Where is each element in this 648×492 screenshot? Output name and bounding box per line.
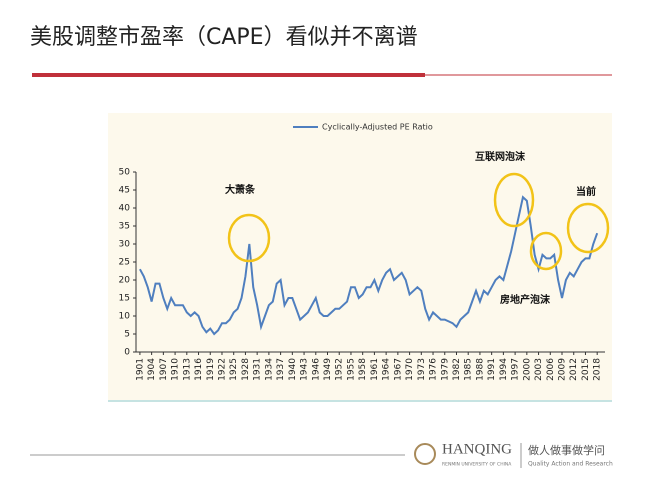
- footer-motto: 做人做事做学问: [528, 443, 605, 457]
- x-tick-label: 2009: [558, 358, 568, 381]
- logo-icon: [414, 443, 436, 465]
- slide-title: 美股调整市盈率（CAPE）看似并不离谱: [30, 25, 418, 50]
- x-tick-label: 1970: [405, 358, 415, 381]
- x-tick-label: 1904: [147, 358, 157, 381]
- x-tick-label: 1928: [241, 358, 251, 381]
- x-tick-label: 1979: [440, 358, 450, 381]
- annotation: 当前: [576, 185, 596, 198]
- y-tick-label: 0: [124, 348, 130, 358]
- x-tick-label: 1925: [229, 358, 239, 381]
- y-tick-label: 50: [119, 168, 131, 178]
- y-tick-label: 20: [119, 276, 131, 286]
- x-tick-label: 1982: [452, 358, 462, 381]
- x-tick-label: 2012: [569, 358, 579, 381]
- annotation-circle: [566, 202, 610, 254]
- y-tick-label: 5: [124, 330, 130, 340]
- x-tick-label: 1964: [382, 358, 392, 381]
- y-tick-label: 15: [119, 294, 130, 304]
- x-tick-label: 1937: [276, 358, 286, 381]
- x-tick-label: 1991: [487, 358, 497, 381]
- y-tick-label: 25: [119, 258, 130, 268]
- x-tick-label: 1976: [429, 358, 439, 381]
- x-tick-label: 1907: [159, 358, 169, 381]
- x-tick-label: 2015: [581, 358, 591, 381]
- data-line: [139, 195, 599, 336]
- annotation: 大萧条: [225, 183, 256, 196]
- annotation-circle: [493, 172, 535, 228]
- footer-brand-sub: RENMIN UNIVERSITY OF CHINA: [442, 462, 512, 468]
- x-tick-label: 1901: [135, 358, 145, 381]
- x-tick-label: 1997: [511, 358, 521, 381]
- x-tick-label: 1910: [171, 358, 181, 381]
- x-tick-label: 1958: [358, 358, 368, 381]
- x-tick-label: 1943: [300, 358, 310, 381]
- x-tick-label: 1988: [475, 358, 485, 381]
- x-tick-label: 1949: [323, 358, 333, 381]
- y-tick-label: 40: [119, 204, 131, 214]
- x-tick-label: 1967: [393, 358, 403, 381]
- x-tick-label: 1916: [194, 358, 204, 381]
- legend-label: Cyclically-Adjusted PE Ratio: [322, 123, 433, 132]
- plot: 0 5 10 15 20 25 30 35 40 45 50 1901 1904 1907 1910 1913…: [119, 123, 610, 381]
- x-tick-label: 2018: [593, 358, 603, 381]
- x-tick-label: 1985: [464, 358, 474, 381]
- x-tick-label: 1946: [311, 358, 321, 381]
- y-tick-label: 35: [119, 222, 130, 232]
- annotation-circle: [227, 213, 271, 263]
- x-tick-label: 2000: [522, 358, 532, 381]
- annotation: 互联网泡沫: [475, 150, 526, 163]
- x-tick-label: 1913: [182, 358, 192, 381]
- x-tick-label: 1934: [264, 358, 274, 381]
- y-tick-label: 30: [119, 240, 131, 250]
- x-tick-label: 2003: [534, 358, 544, 381]
- footer-motto-sub: Quality Action and Research: [528, 461, 613, 468]
- x-tick-label: 1919: [206, 358, 216, 381]
- x-tick-label: 1955: [346, 358, 356, 381]
- annotation-circle: [529, 231, 563, 271]
- x-tick-label: 1952: [335, 358, 345, 381]
- y-tick-label: 45: [119, 186, 130, 196]
- annotation: 房地产泡沫: [500, 293, 551, 306]
- x-tick-label: 1961: [370, 358, 380, 381]
- y-tick-label: 10: [119, 312, 131, 322]
- x-tick-label: 1922: [217, 358, 227, 381]
- chart-background: [108, 113, 612, 400]
- x-tick-label: 2006: [546, 358, 556, 381]
- x-tick-label: 1973: [417, 358, 427, 381]
- footer-brand: HANQING: [442, 441, 512, 457]
- x-tick-label: 1940: [288, 358, 298, 381]
- x-tick-label: 1994: [499, 358, 509, 381]
- x-tick-label: 1931: [253, 358, 263, 381]
